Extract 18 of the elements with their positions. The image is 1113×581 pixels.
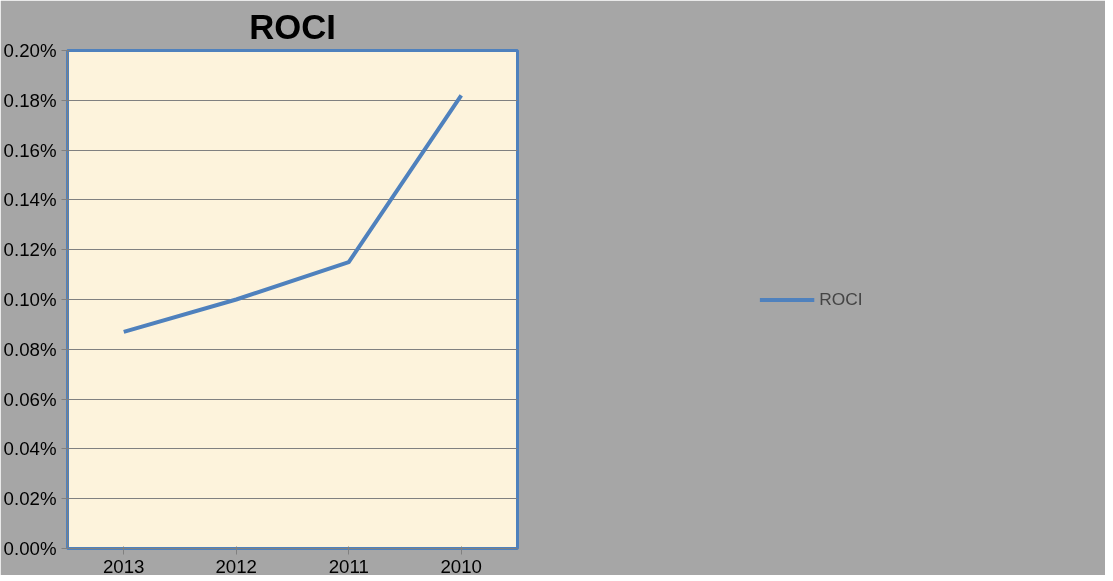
legend-label: ROCI	[819, 288, 863, 310]
x-tick-label: 2012	[215, 555, 258, 577]
y-tick-label: 0.18%	[3, 89, 57, 111]
y-tick-label: 0.10%	[3, 289, 57, 310]
x-tick-label: 2010	[440, 555, 483, 577]
y-tick-label: 0.02%	[3, 488, 57, 510]
y-tick-label: 0.00%	[3, 538, 57, 559]
x-tick-label: 2013	[103, 555, 145, 577]
y-tick-label: 0.06%	[3, 388, 57, 410]
y-tick-label: 0.12%	[3, 239, 57, 261]
y-tick-label: 0.08%	[3, 338, 57, 360]
x-tick-label: 2011	[328, 555, 369, 577]
chart-title: ROCI	[249, 7, 336, 46]
line-series	[121, 93, 464, 334]
y-tick-label: 0.20%	[3, 40, 57, 61]
y-tick-label: 0.16%	[3, 139, 57, 161]
y-tick-label: 0.14%	[3, 189, 57, 211]
y-tick-label: 0.04%	[3, 438, 57, 460]
